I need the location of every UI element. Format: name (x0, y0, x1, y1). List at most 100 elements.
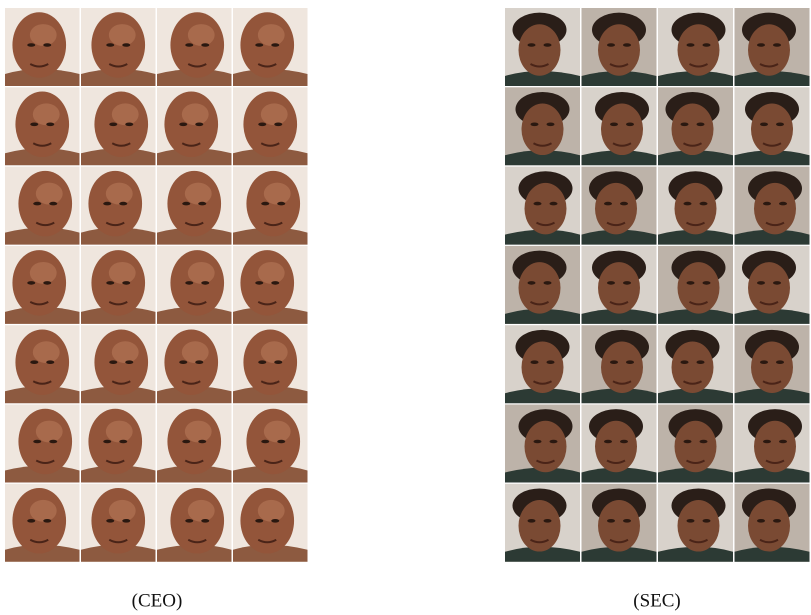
mouth (762, 142, 782, 147)
mouth (257, 63, 277, 68)
eye (702, 43, 711, 47)
face-tile (233, 166, 308, 245)
face-tile (157, 483, 232, 562)
eye (49, 201, 58, 206)
shoulders (505, 229, 580, 245)
eye (185, 281, 194, 285)
mouth (105, 221, 125, 227)
face-tile (233, 404, 308, 483)
eye (103, 201, 112, 206)
mouth (184, 459, 204, 464)
face-tile (505, 245, 580, 324)
mouth (105, 459, 125, 464)
face-tile (505, 404, 580, 483)
eye (620, 439, 628, 444)
shoulders (734, 229, 810, 245)
face-tile (157, 245, 232, 324)
face-tile (581, 483, 657, 562)
eye (195, 360, 204, 365)
face-tile (734, 87, 810, 166)
mouth (35, 459, 55, 464)
mouth (689, 301, 708, 306)
shoulders (658, 229, 733, 245)
face-tile (734, 245, 810, 324)
eye (696, 360, 705, 365)
mouth (187, 301, 207, 306)
face (595, 182, 637, 235)
shoulders (658, 71, 733, 86)
eye (195, 122, 204, 127)
face (677, 262, 720, 314)
eye (702, 519, 711, 523)
mouth (263, 459, 283, 464)
eye (43, 519, 52, 523)
eye (546, 360, 555, 365)
face-highlight (260, 341, 288, 364)
face (677, 24, 720, 76)
shoulders (581, 71, 657, 86)
eye (776, 122, 784, 127)
eye (46, 360, 55, 365)
eye (109, 360, 118, 365)
face-highlight (108, 24, 136, 46)
face (751, 103, 793, 156)
eye (760, 122, 768, 127)
face-tile (505, 8, 580, 86)
shoulders (505, 388, 580, 404)
face-tile (157, 325, 232, 404)
face-tile (5, 404, 80, 483)
face-highlight (257, 261, 285, 284)
eye (119, 439, 128, 444)
eye (757, 43, 765, 47)
mouth (187, 538, 207, 544)
eye (543, 43, 552, 47)
mouth (257, 538, 277, 544)
eye (623, 519, 631, 523)
face-tile (658, 404, 733, 483)
face (671, 103, 714, 156)
eye (620, 201, 628, 206)
mouth (111, 142, 131, 147)
mouth (29, 538, 49, 544)
mouth (606, 221, 626, 227)
face-highlight (35, 420, 63, 443)
mouth (35, 221, 55, 227)
face-tile (581, 325, 657, 404)
face (524, 420, 567, 473)
eye (530, 122, 539, 127)
eye (610, 360, 618, 365)
mouth (108, 301, 128, 306)
eye (763, 201, 771, 206)
eye (185, 519, 194, 523)
face-tile (81, 8, 156, 86)
eye (33, 201, 42, 206)
face-tile (5, 325, 80, 404)
face (748, 24, 790, 76)
mouth (689, 538, 708, 544)
face-highlight (187, 24, 215, 46)
mouth (263, 221, 283, 227)
mouth (683, 142, 702, 147)
mouth (32, 380, 52, 385)
mouth (683, 380, 702, 385)
eye (106, 43, 115, 47)
face-tile (233, 8, 308, 86)
eye (779, 439, 787, 444)
shoulders (505, 467, 580, 483)
mouth (530, 63, 549, 68)
face-tile (505, 325, 580, 404)
shoulders (581, 467, 657, 483)
eye (27, 43, 36, 47)
eye (271, 281, 280, 285)
face-highlight (32, 103, 60, 126)
face (601, 103, 643, 156)
shoulders (658, 308, 733, 324)
eye (527, 43, 536, 47)
face-tile (505, 166, 580, 245)
shoulders (734, 467, 810, 483)
eye (607, 43, 615, 47)
face-tile (581, 245, 657, 324)
eye (686, 43, 695, 47)
eye (274, 122, 283, 127)
